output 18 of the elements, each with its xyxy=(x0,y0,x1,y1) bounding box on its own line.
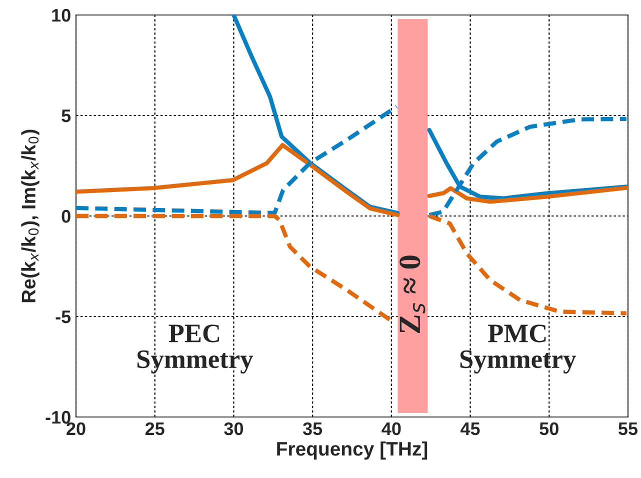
x-tick-label: 35 xyxy=(302,422,322,436)
annotation: PEC Symmetry xyxy=(137,324,254,374)
x-tick-label: 25 xyxy=(145,422,164,436)
x-tick-label: 50 xyxy=(540,422,558,436)
x-tick-label: 40 xyxy=(382,422,401,436)
x-tick-label: 55 xyxy=(618,422,638,436)
text: Re(k$_{x}$/k$_{0}$), Im(k$_{x}$/k$_{0}$) xyxy=(21,130,40,302)
x-tick-label: 45 xyxy=(460,422,480,436)
band-label: Z$_{s}$ ≈ 0 xyxy=(400,256,426,333)
x-axis-title: Frequency [THz] xyxy=(277,441,428,460)
y-tick-label: -5 xyxy=(56,310,71,324)
y-tick-label: 0 xyxy=(62,210,70,223)
y-tick-label: -10 xyxy=(46,410,70,424)
y-tick-label: 5 xyxy=(62,110,71,122)
x-tick-label: 20 xyxy=(66,422,86,436)
y-tick-label: 10 xyxy=(52,8,70,22)
x-tick-label: 30 xyxy=(224,422,244,436)
annotation: PMC Symmetry xyxy=(460,324,576,374)
